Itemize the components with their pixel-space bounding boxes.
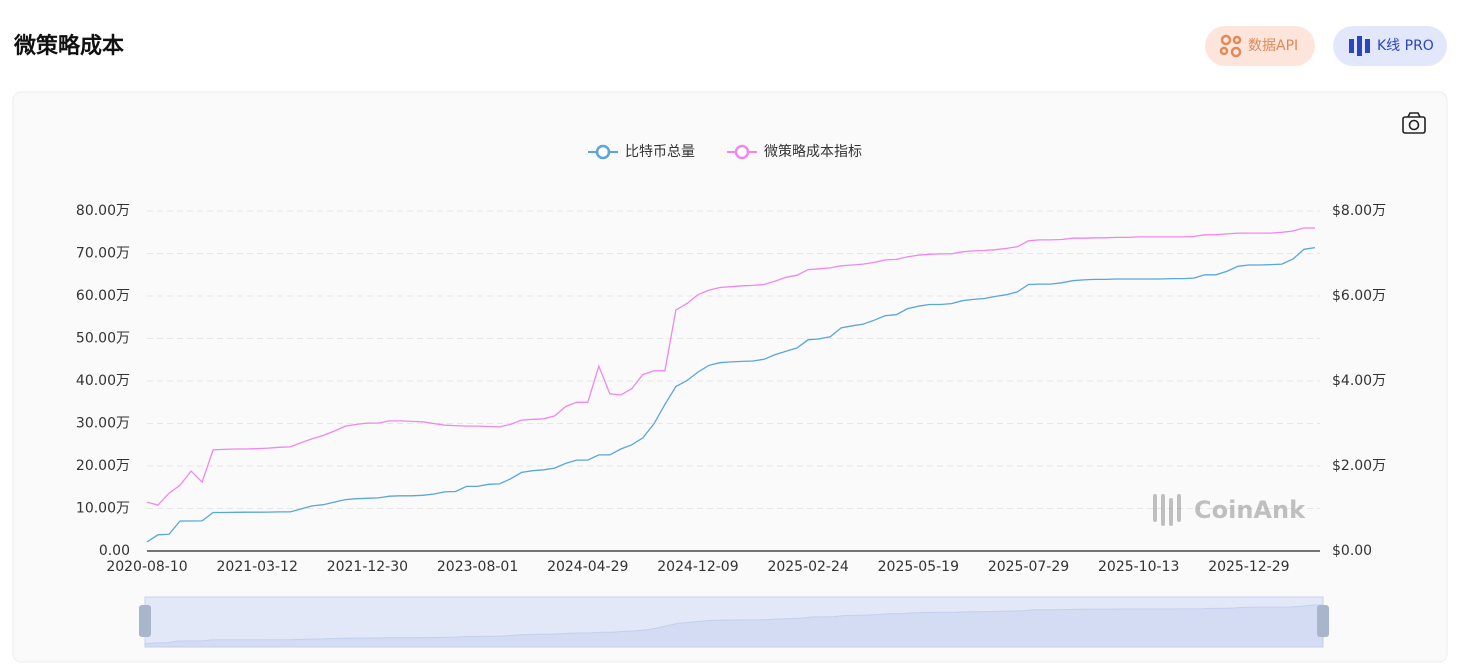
slider-handle[interactable] (1317, 605, 1329, 637)
button-bg (1205, 26, 1315, 66)
slider-handle[interactable] (139, 605, 151, 637)
y-tick-label: 50.00万 (76, 331, 130, 347)
api-button[interactable]: 数据API (1205, 26, 1315, 66)
plot: 0.00 10.00万 20.00万 30.00万 40.00万 50.00万 60.00万… (76, 143, 1386, 575)
save-image-icon[interactable] (1402, 112, 1426, 134)
y2-tick-label: $8.00万 (1332, 203, 1386, 219)
x-tick-label: 2021-12-30 (327, 559, 408, 575)
x-tick-label: 2025-10-13 (1098, 559, 1179, 575)
x-tick-label: 2020-08-10 (106, 559, 187, 575)
y-tick-label: 0.00 (99, 543, 130, 559)
x-tick-label: 2025-05-19 (878, 559, 959, 575)
button-label: K线 PRO (1377, 38, 1434, 54)
x-tick-label: 2025-12-29 (1208, 559, 1289, 575)
y-tick-label: 70.00万 (76, 246, 130, 262)
y2-tick-label: $4.00万 (1332, 373, 1386, 389)
legend-label: 微策略成本指标 (764, 143, 862, 160)
x-tick-label: 2024-12-09 (657, 559, 738, 575)
series-line (146, 227, 1315, 506)
legend-marker (595, 144, 611, 160)
legend-label: 比特币总量 (625, 144, 695, 160)
y-tick-label: 20.00万 (76, 458, 130, 474)
x-tick-label: 2023-08-01 (437, 559, 518, 575)
x-tick-label: 2021-03-12 (217, 559, 298, 575)
series-line (146, 246, 1316, 543)
button-label: 数据API (1248, 38, 1298, 54)
slider-area (144, 604, 1324, 648)
y-tick-label: 30.00万 (76, 416, 130, 432)
y-tick-label: 40.00万 (76, 373, 130, 389)
y-tick-label: 80.00万 (76, 203, 130, 219)
watermark-text: CoinAnk (1194, 496, 1306, 524)
y2-tick-label: $0.00 (1332, 543, 1372, 559)
api-icon (1219, 34, 1242, 58)
chart-card (12, 91, 1448, 663)
x-tick-label: 2025-02-24 (767, 559, 848, 575)
slider-preview (144, 604, 1324, 648)
y2-tick-label: $2.00万 (1332, 458, 1386, 474)
legend-item[interactable]: 比特币总量 (588, 144, 695, 160)
y-tick-label: 10.00万 (76, 501, 130, 517)
kline-button[interactable]: K线 PRO (1333, 26, 1447, 66)
legend-marker (734, 144, 750, 160)
x-tick-label: 2024-04-29 (547, 559, 628, 575)
watermark-logo (1153, 494, 1181, 526)
kline-icon (1349, 36, 1370, 56)
y-tick-label: 60.00万 (76, 288, 130, 304)
x-tick-label: 2025-07-29 (988, 559, 1069, 575)
y2-tick-label: $6.00万 (1332, 288, 1386, 304)
watermark: CoinAnk (1153, 494, 1306, 526)
legend-item[interactable]: 微策略成本指标 (727, 143, 862, 160)
page-title: 微策略成本 (13, 33, 124, 59)
